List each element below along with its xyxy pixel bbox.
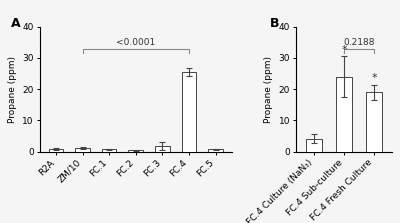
Bar [102, 149, 116, 152]
Text: <0.0001: <0.0001 [116, 38, 156, 47]
Y-axis label: Propane (ppm): Propane (ppm) [264, 56, 273, 123]
Text: *: * [341, 45, 347, 55]
Bar [182, 72, 196, 152]
Text: A: A [11, 17, 21, 30]
Bar [75, 148, 90, 152]
Bar [336, 77, 352, 152]
Text: *: * [371, 73, 377, 83]
Bar [366, 92, 382, 152]
Bar [49, 149, 63, 152]
Bar [155, 146, 170, 152]
Bar [306, 138, 322, 152]
Text: 0.2188: 0.2188 [343, 38, 375, 47]
Text: B: B [269, 17, 279, 30]
Bar [128, 150, 143, 152]
Y-axis label: Propane (ppm): Propane (ppm) [8, 56, 17, 123]
Bar [208, 149, 223, 152]
